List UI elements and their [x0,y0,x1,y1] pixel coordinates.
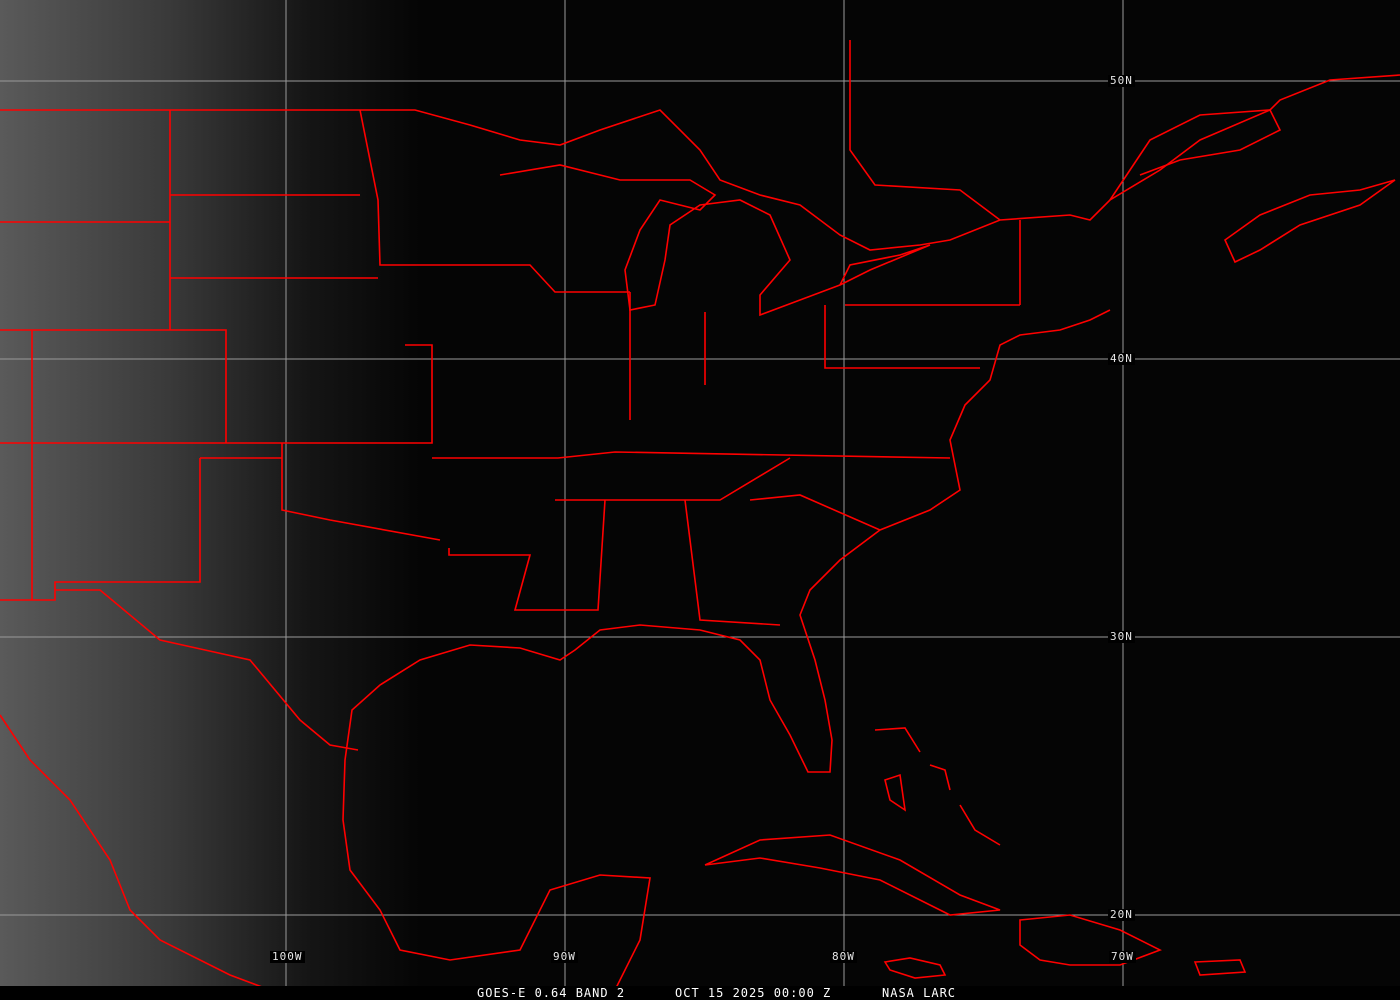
lat-label-40n: 40N [1108,352,1135,365]
nova-scotia [1223,179,1396,264]
caption-product: GOES-E 0.64 BAND 2 [477,986,626,1000]
jamaica [883,957,947,979]
coastline-east [342,309,1111,991]
image-caption: GOES-E 0.64 BAND 2 OCT 15 2025 00:00 Z N… [0,986,1400,1000]
great-lakes [499,164,931,317]
cuba [704,834,1001,916]
boundaries [0,40,1400,991]
hispaniola [1019,914,1162,966]
lon-label-70w: 70W [1109,950,1136,963]
lat-label-50n: 50N [1108,74,1135,87]
lat-label-20n: 20N [1108,908,1135,921]
caption-source: NASA LARC [882,986,957,1000]
state-lines [0,109,1021,626]
bahamas [874,727,1001,846]
canada-border [0,74,1400,251]
gulf-st-lawrence [1109,109,1282,201]
lat-label-30n: 30N [1108,630,1135,643]
lon-label-90w: 90W [551,950,578,963]
puerto-rico [1193,959,1247,976]
coastline-pacific [0,714,271,991]
canada-province-line [849,40,1001,221]
lon-label-80w: 80W [830,950,857,963]
us-mexico-border [55,589,359,751]
caption-datetime: OCT 15 2025 00:00 Z [675,986,832,1000]
lon-label-100w: 100W [270,950,305,963]
